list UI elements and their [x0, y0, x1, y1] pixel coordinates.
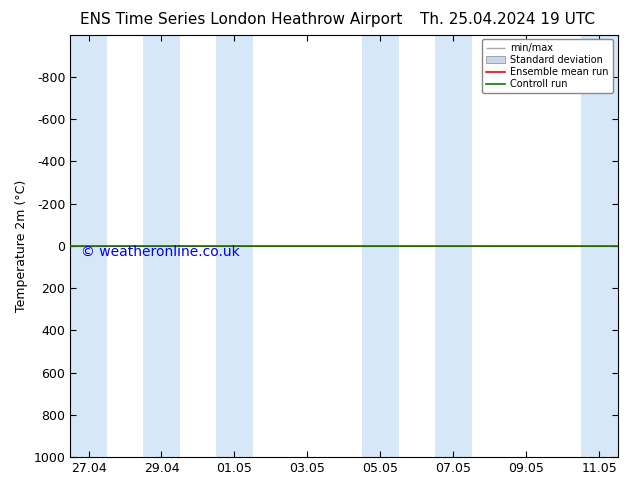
- Bar: [70, 35, 107, 457]
- Legend: min/max, Standard deviation, Ensemble mean run, Controll run: min/max, Standard deviation, Ensemble me…: [482, 40, 612, 93]
- Text: Th. 25.04.2024 19 UTC: Th. 25.04.2024 19 UTC: [420, 12, 595, 27]
- Y-axis label: Temperature 2m (°C): Temperature 2m (°C): [15, 180, 28, 312]
- Text: ENS Time Series London Heathrow Airport: ENS Time Series London Heathrow Airport: [80, 12, 402, 27]
- Bar: [216, 35, 253, 457]
- Text: © weatheronline.co.uk: © weatheronline.co.uk: [81, 245, 240, 259]
- Bar: [581, 35, 618, 457]
- Bar: [362, 35, 399, 457]
- Bar: [435, 35, 472, 457]
- Bar: [143, 35, 179, 457]
